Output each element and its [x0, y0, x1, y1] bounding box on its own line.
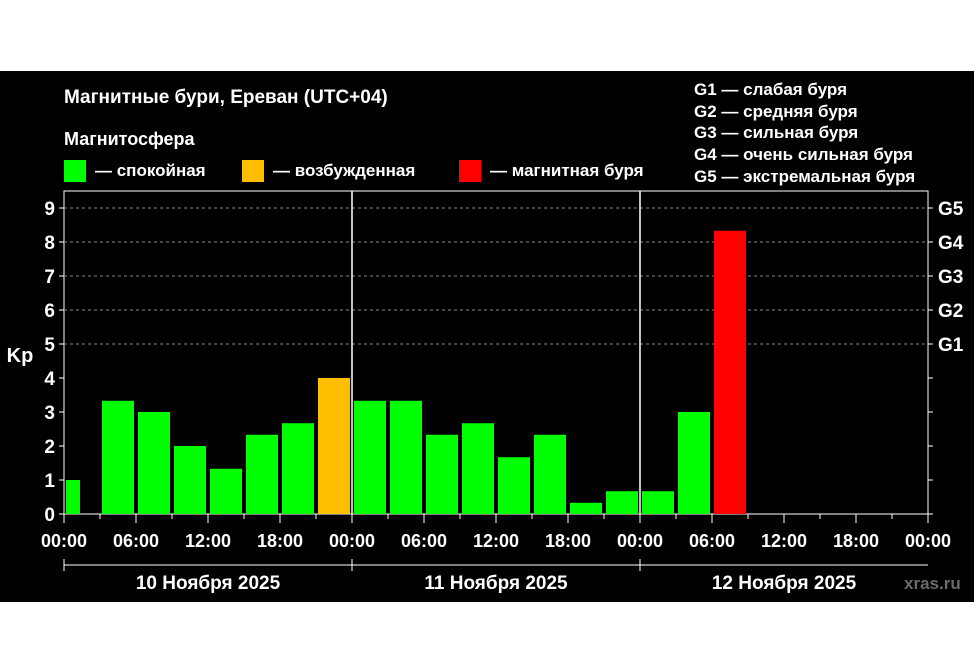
- g-level-label-g1: G1: [938, 335, 964, 356]
- chart-title: Магнитные бури, Ереван (UTC+04): [64, 87, 388, 108]
- y-tick-label-4: 4: [44, 369, 55, 390]
- bar-9: [354, 400, 386, 514]
- x-tick-label-12: 00:00: [905, 531, 951, 551]
- y-axis-label: Kp: [7, 345, 34, 367]
- legend-swatch-active: [242, 160, 264, 182]
- bar-18: [678, 412, 710, 514]
- x-tick-label-0: 00:00: [41, 531, 87, 551]
- bar-2: [102, 400, 134, 514]
- g5-legend: G5 — экстремальная буря: [694, 167, 915, 186]
- x-tick-label-7: 18:00: [545, 531, 591, 551]
- bar-1: [66, 480, 80, 514]
- bar-17: [642, 491, 674, 514]
- legend: — спокойная — возбужденная — магнитная б…: [64, 160, 644, 182]
- bar-15: [570, 502, 602, 514]
- chart-panel: Магнитные бури, Ереван (UTC+04) Магнитос…: [0, 71, 974, 602]
- x-tick-label-3: 18:00: [257, 531, 303, 551]
- x-tick-label-6: 12:00: [473, 531, 519, 551]
- x-tick-label-8: 00:00: [617, 531, 663, 551]
- kp-chart: Магнитные бури, Ереван (UTC+04) Магнитос…: [7, 80, 964, 594]
- bar-3: [138, 412, 170, 514]
- bar-6: [246, 434, 278, 514]
- date-label-1: 10 Ноября 2025: [136, 573, 281, 594]
- legend-label-quiet: — спокойная: [95, 161, 206, 180]
- bar-5: [210, 468, 242, 514]
- g-level-label-g3: G3: [938, 267, 963, 288]
- g4-legend: G4 — очень сильная буря: [694, 145, 913, 164]
- x-tick-label-10: 12:00: [761, 531, 807, 551]
- bar-16: [606, 491, 638, 514]
- bar-14: [534, 434, 566, 514]
- y-tick-label-8: 8: [44, 233, 55, 254]
- bar-12: [462, 423, 494, 514]
- legend-swatch-quiet: [64, 160, 86, 182]
- bar-8: [318, 378, 350, 514]
- y-tick-label-5: 5: [44, 335, 55, 356]
- storm-scale-legend: G1 — слабая буря G2 — средняя буря G3 — …: [694, 80, 915, 186]
- plot-area: 0 1 2 3 4 5 6 7 8 9 G1 G2 G3 G4 G5 00:00 06:00 12:00 18:00…: [41, 190, 964, 594]
- bar-4: [174, 446, 206, 514]
- g-level-label-g2: G2: [938, 301, 963, 322]
- x-tick-label-1: 06:00: [113, 531, 159, 551]
- y-tick-label-6: 6: [44, 301, 55, 322]
- y-tick-label-0: 0: [44, 505, 55, 526]
- bar-19: [714, 230, 746, 514]
- x-tick-label-11: 18:00: [833, 531, 879, 551]
- g-level-label-g5: G5: [938, 199, 964, 220]
- x-tick-label-9: 06:00: [689, 531, 735, 551]
- date-label-3: 12 Ноября 2025: [712, 573, 857, 594]
- x-tick-label-4: 00:00: [329, 531, 375, 551]
- watermark: xras.ru: [904, 574, 961, 593]
- g3-legend: G3 — сильная буря: [694, 123, 858, 142]
- bar-7: [282, 423, 314, 514]
- legend-swatch-storm: [459, 160, 481, 182]
- bar-13: [498, 457, 530, 514]
- legend-label-active: — возбужденная: [273, 161, 415, 180]
- y-tick-label-3: 3: [44, 403, 55, 424]
- x-tick-label-2: 12:00: [185, 531, 231, 551]
- g2-legend: G2 — средняя буря: [694, 102, 858, 121]
- date-label-2: 11 Ноября 2025: [424, 573, 568, 594]
- g1-legend: G1 — слабая буря: [694, 80, 847, 99]
- g-level-label-g4: G4: [938, 233, 964, 254]
- x-tick-label-5: 06:00: [401, 531, 447, 551]
- bar-10: [390, 400, 422, 514]
- y-tick-label-1: 1: [44, 471, 55, 492]
- y-tick-label-7: 7: [44, 267, 55, 288]
- y-tick-label-9: 9: [44, 199, 55, 220]
- chart-subtitle: Магнитосфера: [64, 129, 196, 149]
- y-tick-label-2: 2: [44, 437, 55, 458]
- bar-11: [426, 434, 458, 514]
- legend-label-storm: — магнитная буря: [490, 161, 644, 180]
